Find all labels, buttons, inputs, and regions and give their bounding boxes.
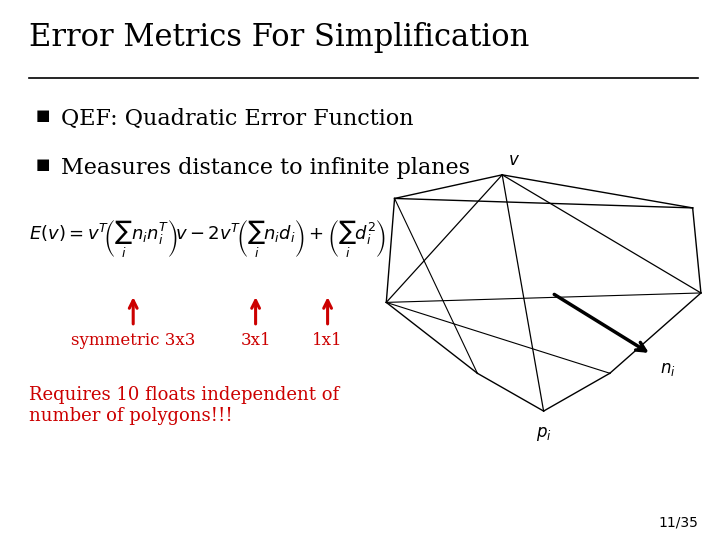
Text: Requires 10 floats independent of
number of polygons!!!: Requires 10 floats independent of number… (29, 386, 339, 425)
Text: 1x1: 1x1 (312, 332, 343, 349)
Text: $E(v) = v^T\!\left(\sum_i n_i n_i^T\right)\!v - 2v^T\!\left(\sum_i n_i d_i\right: $E(v) = v^T\!\left(\sum_i n_i n_i^T\righ… (29, 219, 386, 260)
Text: 3x1: 3x1 (240, 332, 271, 349)
Text: $v$: $v$ (508, 151, 520, 170)
Text: $n_i$: $n_i$ (660, 360, 675, 378)
Text: QEF: Quadratic Error Function: QEF: Quadratic Error Function (61, 108, 414, 130)
Text: ■: ■ (36, 108, 50, 123)
Text: $p_i$: $p_i$ (536, 424, 552, 443)
Text: Error Metrics For Simplification: Error Metrics For Simplification (29, 22, 529, 52)
Text: ■: ■ (36, 157, 50, 172)
Text: Measures distance to infinite planes: Measures distance to infinite planes (61, 157, 470, 179)
Text: symmetric 3x3: symmetric 3x3 (71, 332, 195, 349)
Text: 11/35: 11/35 (659, 515, 698, 529)
